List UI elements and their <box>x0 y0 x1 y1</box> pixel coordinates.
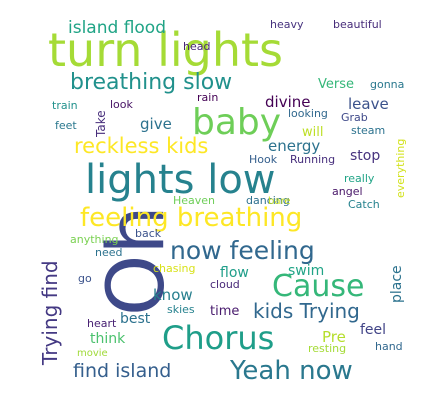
word: skies <box>167 303 195 316</box>
word: flow <box>220 265 249 281</box>
word: leave <box>348 95 389 113</box>
word: baby <box>192 102 281 143</box>
word: bare <box>268 196 291 207</box>
word: gonna <box>370 78 404 91</box>
word: island flood <box>68 18 166 38</box>
word: will <box>302 125 323 140</box>
word: divine <box>265 93 310 111</box>
word: time <box>210 304 239 319</box>
word: feet <box>55 119 77 132</box>
word: breathing slow <box>70 70 232 95</box>
word: angel <box>332 185 363 198</box>
word: heart <box>87 317 117 330</box>
word: Trying find <box>38 260 62 366</box>
word: movie <box>77 348 108 359</box>
word: cloud <box>210 278 240 291</box>
word: really <box>344 172 375 185</box>
word: turn lights <box>48 23 283 77</box>
word: swim <box>288 263 324 279</box>
word: heavy <box>270 18 304 31</box>
word: dancing <box>246 194 290 207</box>
word: feel <box>360 322 386 338</box>
word: beautiful <box>333 18 382 31</box>
word: everything <box>394 139 407 198</box>
word: Running <box>290 153 335 166</box>
word: stop <box>350 148 380 164</box>
word: Heaven <box>173 194 215 207</box>
word: look <box>110 98 134 111</box>
word: head <box>183 40 210 53</box>
word: Cause <box>272 269 364 304</box>
word: kids Trying <box>253 299 360 323</box>
word: Pre <box>322 328 346 346</box>
word: give <box>140 115 172 133</box>
word: anything <box>70 233 119 246</box>
word: know <box>153 286 193 304</box>
word: energy <box>268 137 320 155</box>
word: best <box>120 311 151 327</box>
word: Catch <box>348 198 380 211</box>
word: now feeling <box>170 236 315 265</box>
word: Chorus <box>162 319 274 357</box>
word: go <box>78 272 92 285</box>
word: place <box>389 265 405 303</box>
word: feeling breathing <box>80 203 302 233</box>
word: rain <box>197 91 218 104</box>
word: Hook <box>249 153 278 166</box>
word: Take <box>94 110 108 138</box>
word: reckless kids <box>74 134 208 158</box>
word: hand <box>375 340 403 353</box>
word: Oh <box>92 205 182 316</box>
word: lights low <box>85 157 276 203</box>
word: steam <box>351 124 385 137</box>
word: need <box>95 246 123 259</box>
word: Yeah now <box>229 356 353 386</box>
word: Verse <box>318 77 354 92</box>
word: find island <box>73 360 171 382</box>
word: think <box>90 331 126 347</box>
word: train <box>52 99 78 112</box>
word: resting <box>308 342 346 355</box>
word: Grab <box>341 111 368 124</box>
word: chasing <box>153 262 196 275</box>
word: looking <box>288 107 328 120</box>
word: back <box>135 227 162 240</box>
